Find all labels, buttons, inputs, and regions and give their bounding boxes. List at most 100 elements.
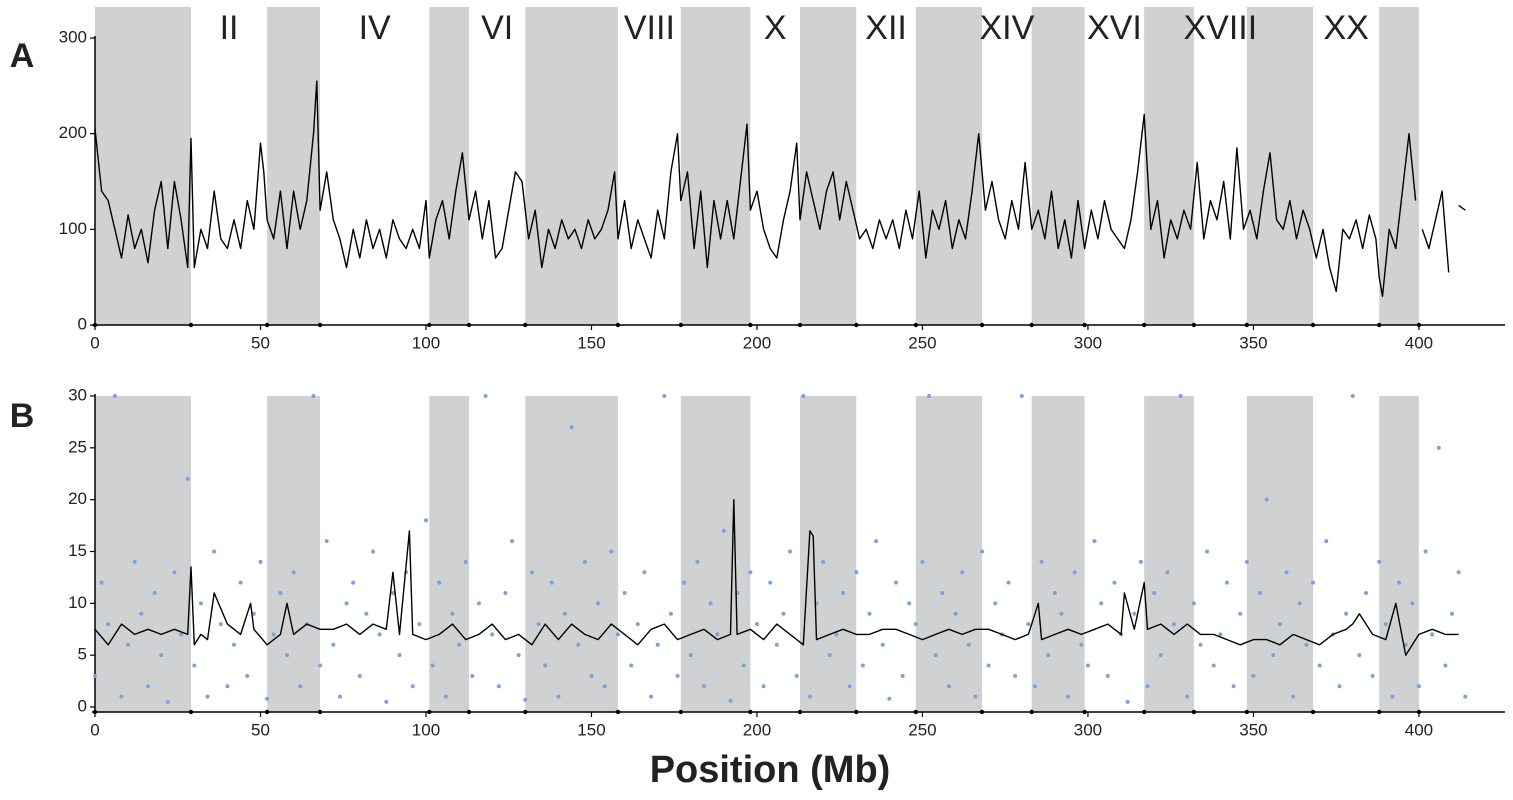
- scatter-point: [1085, 663, 1090, 668]
- scatter-point: [152, 590, 157, 595]
- boundary-dot: [1244, 709, 1250, 715]
- scatter-point: [1099, 601, 1104, 606]
- data-line: [94, 80, 1466, 297]
- scatter-point: [536, 622, 541, 627]
- scatter-point: [179, 632, 184, 637]
- scatter-point: [238, 580, 243, 585]
- scatter-point: [788, 549, 793, 554]
- scatter-point: [99, 580, 104, 585]
- x-tick-label: 50: [251, 333, 270, 352]
- scatter-point: [708, 601, 713, 606]
- x-tick-label: 350: [1239, 333, 1267, 352]
- scatter-point: [1370, 673, 1375, 678]
- scatter-point: [423, 518, 428, 523]
- chromosome-label: VIII: [624, 9, 675, 47]
- scatter-point: [543, 663, 548, 668]
- boundary-dot: [1244, 322, 1250, 328]
- scatter-point: [688, 653, 693, 658]
- scatter-point: [728, 698, 733, 703]
- chromosome-band: [267, 396, 321, 712]
- x-tick-label: 300: [1074, 333, 1102, 352]
- boundary-dot: [427, 322, 432, 328]
- scatter-point: [1224, 580, 1229, 585]
- x-tick-label: 150: [577, 720, 605, 739]
- scatter-point: [1132, 611, 1137, 616]
- boundary-dot: [797, 322, 803, 328]
- boundary-dot: [188, 322, 194, 328]
- scatter-point: [291, 570, 296, 575]
- scatter-point: [1277, 622, 1282, 627]
- boundary-dot: [913, 709, 919, 715]
- scatter-point: [165, 699, 170, 704]
- scatter-point: [397, 653, 402, 658]
- scatter-point: [1079, 642, 1084, 647]
- scatter-point: [490, 632, 495, 637]
- y-tick-label: 25: [68, 437, 87, 456]
- scatter-point: [1284, 570, 1289, 575]
- scatter-point: [549, 580, 554, 585]
- scatter-point: [1238, 611, 1243, 616]
- scatter-point: [841, 590, 846, 595]
- y-tick-label: 100: [59, 219, 87, 238]
- scatter-point: [1311, 580, 1316, 585]
- scatter-point: [258, 559, 263, 564]
- scatter-point: [245, 673, 250, 678]
- boundary-dot: [913, 322, 919, 328]
- scatter-point: [960, 570, 965, 575]
- scatter-point: [774, 642, 779, 647]
- chromosome-band: [1246, 396, 1314, 712]
- boundary-dot: [1377, 709, 1382, 715]
- x-tick-label: 150: [577, 333, 605, 352]
- boundary-dot: [1029, 709, 1034, 715]
- scatter-point: [900, 673, 905, 678]
- chromosome-band: [1144, 7, 1194, 325]
- scatter-point: [582, 559, 587, 564]
- boundary-dot: [1142, 709, 1147, 715]
- x-tick-label: 400: [1405, 720, 1433, 739]
- scatter-point: [1258, 590, 1263, 595]
- scatter-point: [271, 632, 276, 637]
- scatter-point: [1165, 570, 1170, 575]
- scatter-point: [1416, 684, 1421, 689]
- x-tick-label: 200: [743, 720, 771, 739]
- scatter-point: [410, 684, 415, 689]
- scatter-point: [893, 580, 898, 585]
- scatter-point: [834, 632, 839, 637]
- scatter-point: [364, 611, 369, 616]
- x-tick-label: 100: [412, 333, 440, 352]
- scatter-point: [887, 696, 892, 701]
- scatter-point: [748, 570, 753, 575]
- scatter-point: [1350, 394, 1355, 398]
- chromosome-band: [800, 7, 857, 325]
- scatter-point: [450, 611, 455, 616]
- scatter-point: [1456, 570, 1461, 575]
- scatter-point: [437, 580, 442, 585]
- scatter-point: [132, 559, 137, 564]
- scatter-point: [1138, 559, 1143, 564]
- scatter-point: [682, 580, 687, 585]
- scatter-point: [503, 590, 508, 595]
- scatter-point: [781, 611, 786, 616]
- scatter-point: [761, 684, 766, 689]
- scatter-point: [1363, 590, 1368, 595]
- scatter-point: [225, 684, 230, 689]
- scatter-point: [695, 559, 700, 564]
- scatter-point: [768, 580, 773, 585]
- scatter-point: [880, 642, 885, 647]
- scatter-point: [1390, 694, 1395, 699]
- scatter-point: [702, 684, 707, 689]
- x-tick-label: 0: [90, 720, 99, 739]
- scatter-point: [1403, 642, 1408, 647]
- scatter-point: [344, 601, 349, 606]
- scatter-point: [1006, 580, 1011, 585]
- chromosome-band: [915, 7, 983, 325]
- boundary-dot: [264, 709, 270, 715]
- boundary-dot: [854, 709, 859, 715]
- scatter-point: [1112, 580, 1117, 585]
- chromosome-label: XII: [865, 9, 907, 47]
- scatter-point: [93, 673, 97, 678]
- scatter-point: [794, 673, 799, 678]
- scatter-point: [371, 549, 376, 554]
- scatter-point: [298, 684, 303, 689]
- scatter-point: [390, 590, 395, 595]
